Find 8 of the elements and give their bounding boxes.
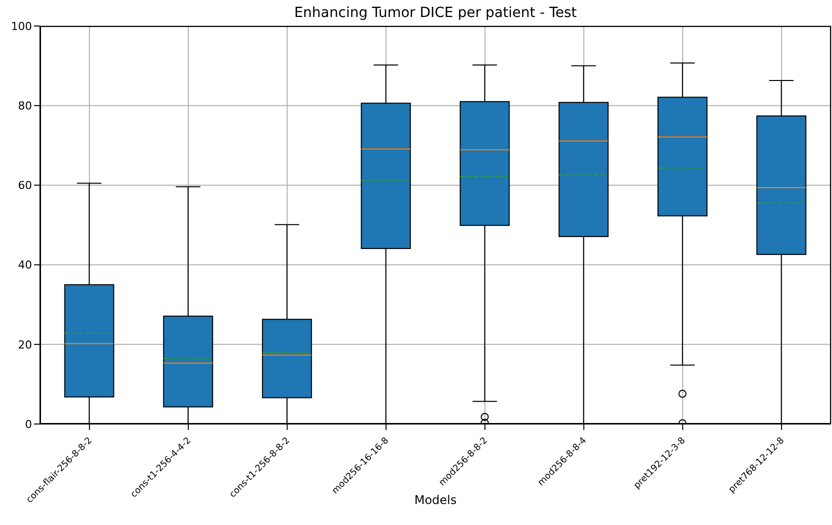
y-tick-label: 40	[18, 258, 32, 272]
y-tick-label: 20	[18, 338, 32, 352]
y-tick-label: 60	[18, 179, 32, 192]
chart-title: Enhancing Tumor DICE per patient - Test	[293, 5, 578, 21]
y-tick-label: 0	[25, 418, 32, 431]
y-tick-label: 80	[18, 100, 32, 113]
x-axis-title: Models	[414, 493, 457, 507]
y-tick-label: 100	[11, 20, 32, 33]
